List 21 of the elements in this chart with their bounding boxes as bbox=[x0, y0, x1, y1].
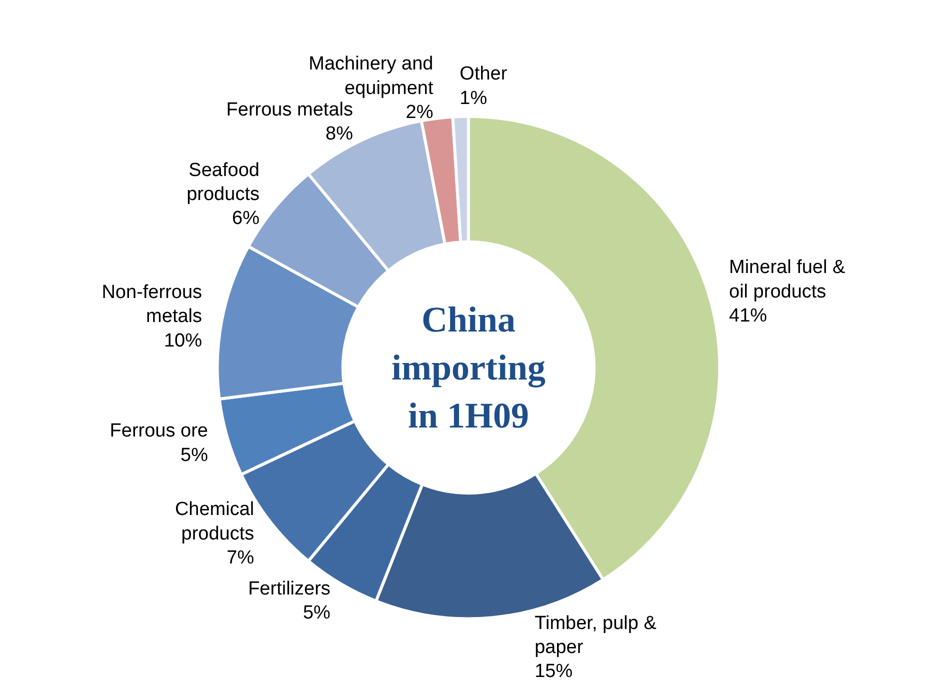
slice-label: Mineral fuel & oil products bbox=[729, 257, 846, 302]
slice-label: Timber, pulp & paper bbox=[534, 612, 657, 658]
data-label: 8% bbox=[326, 124, 354, 145]
data-label: 1% bbox=[460, 88, 488, 109]
data-label: 15% bbox=[534, 661, 573, 682]
slice-label: Machinery and equipment bbox=[308, 54, 434, 99]
data-label: 2% bbox=[406, 102, 434, 124]
data-label: 5% bbox=[180, 444, 208, 466]
data-label: 6% bbox=[232, 208, 260, 230]
slice-label: Non-ferrous metals bbox=[102, 282, 202, 328]
slice-label: Other bbox=[460, 64, 508, 85]
text: China importing in 1H09 bbox=[392, 300, 546, 436]
data-label: 41% bbox=[729, 305, 768, 326]
slice-label: Chemical products bbox=[174, 499, 254, 544]
slice-label: Fertilizers bbox=[248, 578, 330, 600]
slice-label: Ferrous metals bbox=[226, 99, 353, 120]
data-label: 10% bbox=[164, 330, 202, 352]
data-label: 5% bbox=[302, 602, 331, 624]
slice-label: Seafood products bbox=[186, 160, 260, 206]
data-label: 7% bbox=[226, 547, 254, 568]
slice-label: Ferrous ore bbox=[110, 420, 208, 442]
